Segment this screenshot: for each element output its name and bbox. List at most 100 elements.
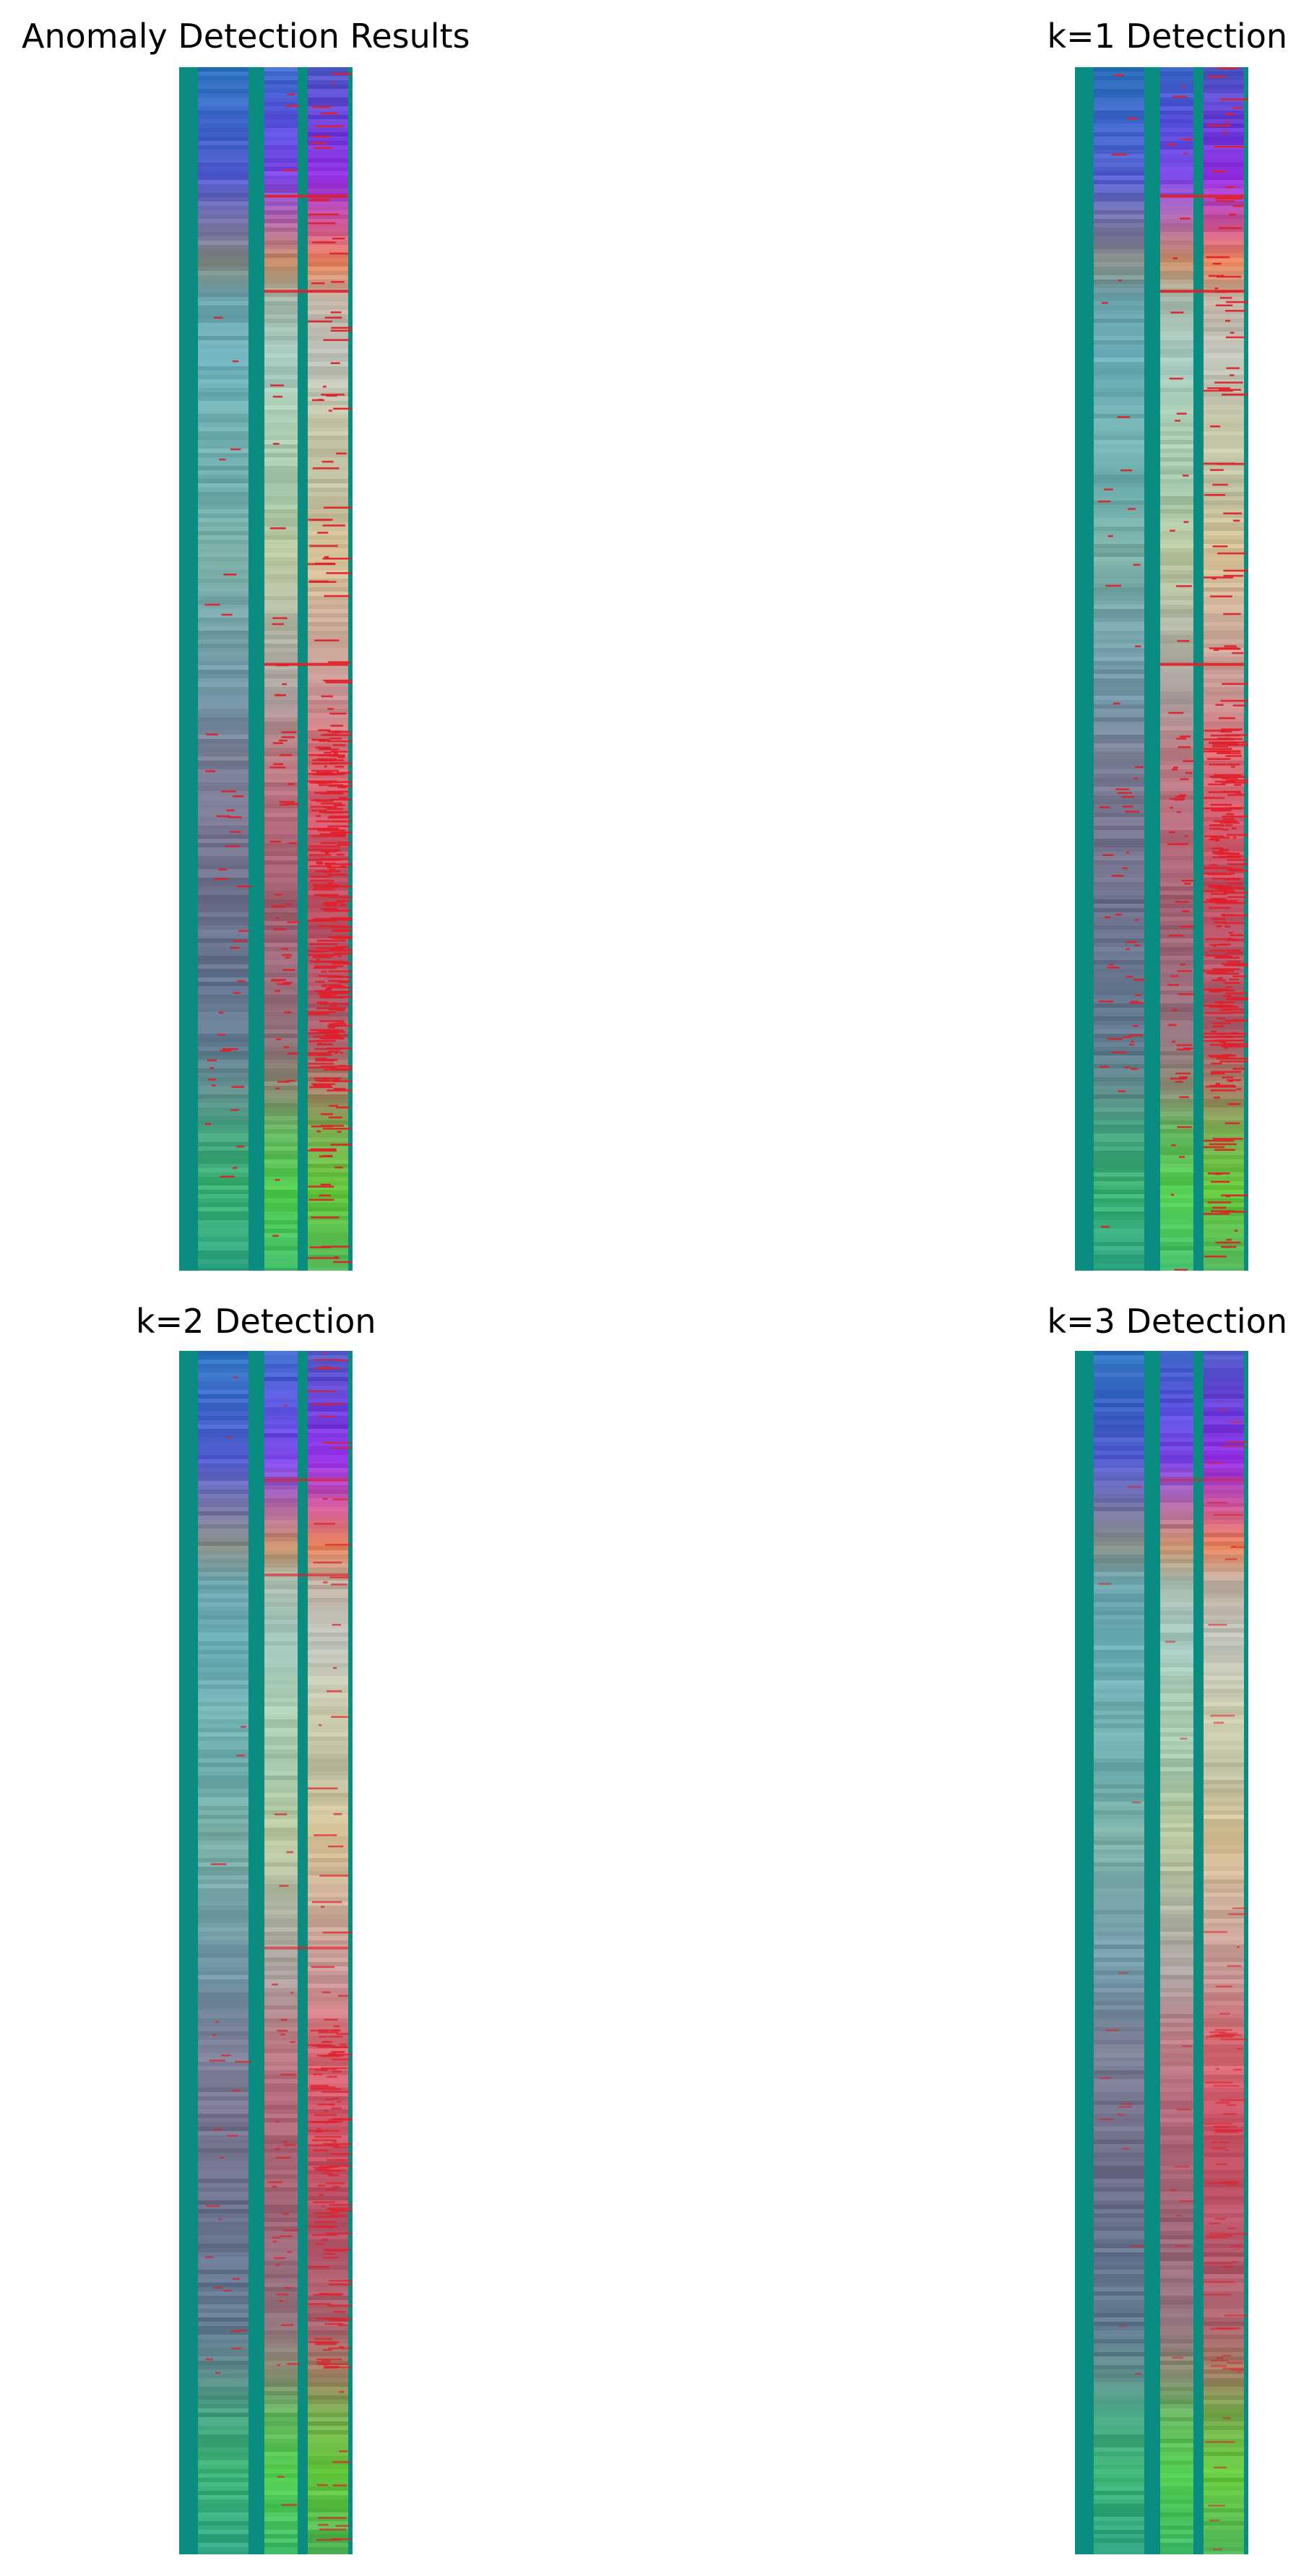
anomaly-marker bbox=[237, 980, 246, 982]
heatmap-row bbox=[1160, 1663, 1193, 1668]
heatmap-row bbox=[308, 977, 348, 982]
heatmap-row bbox=[264, 1685, 298, 1690]
anomaly-marker bbox=[317, 2216, 338, 2218]
heatmap-row bbox=[198, 379, 249, 384]
heatmap-row bbox=[1204, 119, 1244, 124]
heatmap-row bbox=[264, 938, 298, 943]
anomaly-marker bbox=[1210, 898, 1221, 900]
anomaly-marker bbox=[313, 1084, 332, 1087]
heatmap-row bbox=[264, 180, 298, 185]
heatmap-row bbox=[308, 1207, 348, 1212]
heatmap-row bbox=[1204, 215, 1244, 220]
anomaly-marker bbox=[318, 2031, 339, 2033]
heatmap-row bbox=[1094, 431, 1144, 436]
heatmap-row bbox=[1160, 1637, 1193, 1642]
anomaly-marker bbox=[1211, 1180, 1230, 1183]
heatmap-row bbox=[1094, 522, 1144, 527]
heatmap-row bbox=[198, 1672, 249, 1677]
heatmap-row bbox=[1094, 1211, 1144, 1216]
heatmap-row bbox=[1204, 241, 1244, 246]
heatmap-row bbox=[264, 1776, 298, 1781]
panel-title: k=1 Detection bbox=[1047, 17, 1287, 56]
heatmap-row bbox=[1094, 2001, 1144, 2006]
anomaly-marker bbox=[1124, 1066, 1131, 1069]
anomaly-marker bbox=[332, 2304, 353, 2307]
heatmap-row bbox=[308, 2244, 348, 2249]
heatmap-row bbox=[264, 791, 298, 796]
heatmap-row bbox=[198, 2465, 249, 2470]
heatmap-row bbox=[308, 236, 348, 241]
heatmap-row bbox=[198, 921, 249, 926]
heatmap-row bbox=[1204, 67, 1244, 72]
heatmap-row bbox=[1094, 834, 1144, 839]
heatmap-row bbox=[1204, 102, 1244, 107]
heatmap-row bbox=[1160, 696, 1193, 701]
heatmap-row bbox=[1204, 150, 1244, 155]
heatmap-row bbox=[308, 1849, 348, 1854]
heatmap-row bbox=[1094, 1081, 1144, 1086]
heatmap-row bbox=[308, 1268, 348, 1271]
heatmap-row bbox=[198, 570, 249, 575]
anomaly-marker bbox=[1219, 1002, 1224, 1005]
heatmap-row bbox=[264, 366, 298, 371]
heatmap-row bbox=[1160, 1377, 1193, 1382]
heatmap-row bbox=[198, 349, 249, 354]
anomaly-marker bbox=[308, 1032, 339, 1034]
heatmap-row bbox=[264, 80, 298, 85]
anomaly-marker bbox=[282, 2140, 288, 2143]
heatmap-row bbox=[308, 1373, 348, 1378]
heatmap-row bbox=[264, 956, 298, 961]
anomaly-marker bbox=[1171, 1144, 1176, 1146]
heatmap-row bbox=[198, 626, 249, 631]
heatmap-row bbox=[198, 245, 249, 250]
heatmap-row bbox=[308, 1910, 348, 1915]
anomaly-marker bbox=[311, 769, 339, 772]
heatmap-row bbox=[1204, 579, 1244, 584]
anomaly-marker bbox=[327, 1442, 351, 1444]
heatmap-row bbox=[1204, 1094, 1244, 1099]
anomaly-band bbox=[264, 1946, 348, 1950]
heatmap-row bbox=[264, 2287, 298, 2292]
heatmap-row bbox=[1204, 1129, 1244, 1134]
anomaly-marker bbox=[1129, 1002, 1144, 1004]
heatmap-row bbox=[1204, 111, 1244, 116]
heatmap-row bbox=[1160, 631, 1193, 636]
heatmap-row bbox=[1160, 462, 1193, 467]
heatmap-row bbox=[1094, 865, 1144, 870]
heatmap-row bbox=[1094, 80, 1144, 85]
heatmap-row bbox=[1160, 622, 1193, 627]
heatmap-row bbox=[1204, 1719, 1244, 1724]
heatmap-row bbox=[308, 2114, 348, 2119]
heatmap-row bbox=[198, 410, 249, 415]
anomaly-marker bbox=[1211, 577, 1217, 580]
heatmap-row bbox=[198, 973, 249, 978]
heatmap-row bbox=[308, 2209, 348, 2214]
heatmap-row bbox=[198, 267, 249, 272]
anomaly-marker bbox=[1098, 1000, 1114, 1003]
heatmap-row bbox=[1204, 1940, 1244, 1945]
heatmap-row bbox=[1094, 540, 1144, 545]
anomaly-marker bbox=[1223, 574, 1243, 577]
anomaly-marker bbox=[324, 751, 332, 754]
heatmap-row bbox=[1160, 947, 1193, 952]
anomaly-marker bbox=[315, 2343, 337, 2346]
heatmap-row bbox=[1094, 1680, 1144, 1685]
heatmap-row bbox=[1160, 1555, 1193, 1560]
heatmap-row bbox=[198, 2005, 249, 2010]
heatmap-row bbox=[1160, 895, 1193, 900]
heatmap-row bbox=[264, 886, 298, 891]
anomaly-marker bbox=[1115, 788, 1130, 790]
heatmap-row bbox=[308, 1351, 348, 1356]
heatmap-row bbox=[1160, 1828, 1193, 1833]
heatmap-row bbox=[1160, 2174, 1193, 2179]
heatmap-row bbox=[1094, 1737, 1144, 1742]
heatmap-row bbox=[264, 2244, 298, 2249]
anomaly-marker bbox=[1210, 990, 1221, 993]
heatmap-row bbox=[264, 1242, 298, 1247]
heatmap-row bbox=[198, 1615, 249, 1620]
heatmap-row bbox=[198, 1168, 249, 1173]
heatmap-row bbox=[198, 1142, 249, 1147]
anomaly-marker bbox=[1217, 67, 1238, 70]
heatmap-row bbox=[1204, 587, 1244, 592]
anomaly-marker bbox=[332, 2146, 348, 2148]
